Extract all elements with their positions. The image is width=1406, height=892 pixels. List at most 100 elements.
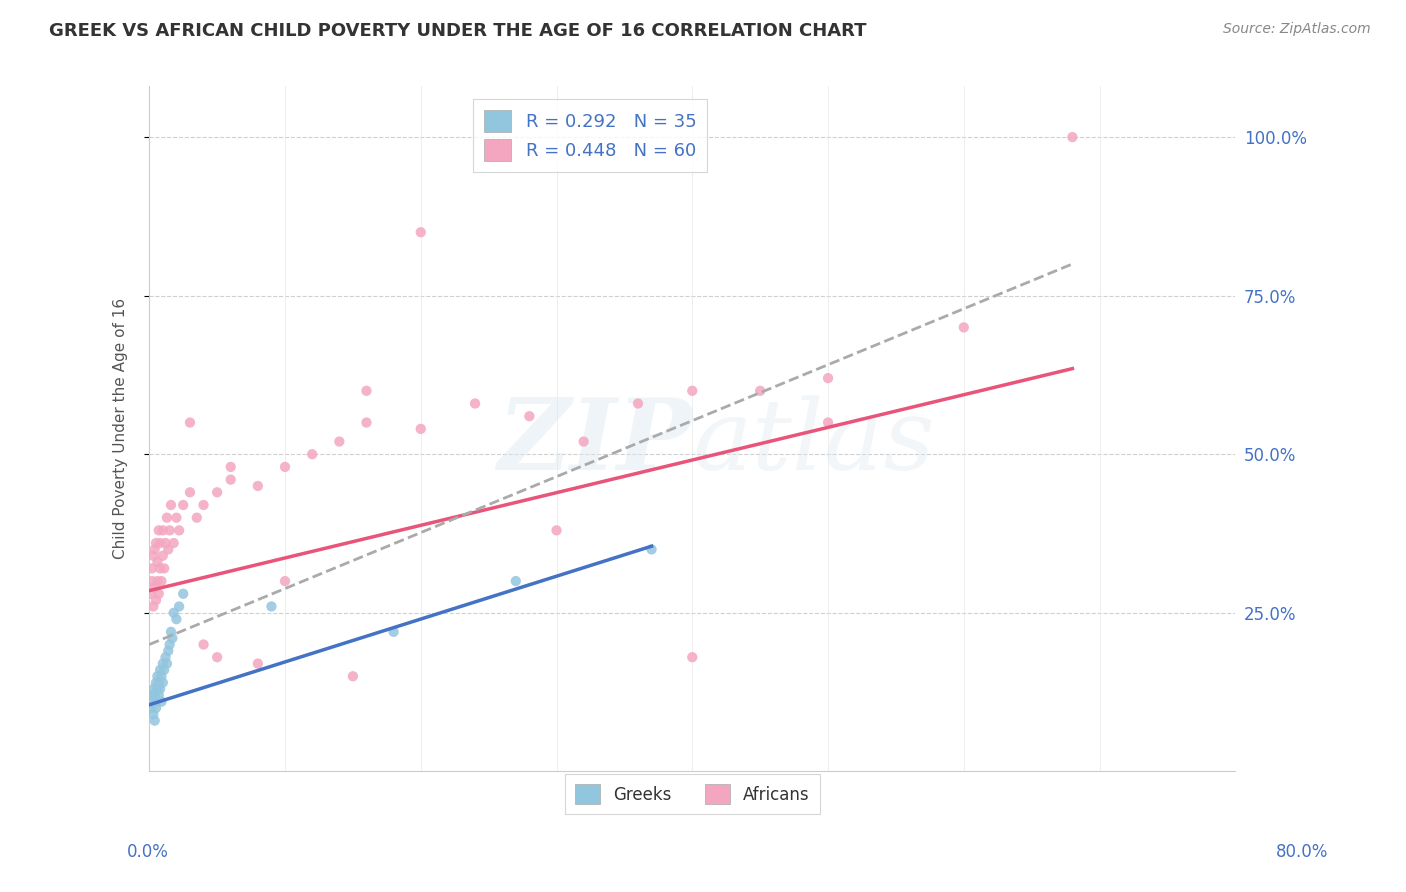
Point	[464, 396, 486, 410]
Point	[141, 695, 163, 709]
Point	[640, 542, 662, 557]
Point	[301, 447, 323, 461]
Point	[156, 657, 179, 671]
Text: Source: ZipAtlas.com: Source: ZipAtlas.com	[1223, 22, 1371, 37]
Point	[148, 524, 170, 538]
Point	[149, 536, 172, 550]
Point	[143, 688, 166, 702]
Point	[356, 416, 378, 430]
Point	[817, 371, 839, 385]
Point	[149, 681, 172, 696]
Point	[162, 631, 184, 645]
Point	[205, 650, 228, 665]
Point	[146, 681, 169, 696]
Point	[150, 669, 173, 683]
Point	[146, 669, 169, 683]
Point	[546, 524, 568, 538]
Point	[274, 574, 297, 588]
Point	[193, 638, 215, 652]
Point	[219, 459, 242, 474]
Point	[145, 675, 167, 690]
Point	[165, 612, 187, 626]
Point	[160, 624, 183, 639]
Text: ZIP: ZIP	[498, 394, 692, 491]
Point	[246, 479, 269, 493]
Point	[193, 498, 215, 512]
Point	[186, 510, 208, 524]
Point	[142, 707, 165, 722]
Point	[152, 657, 174, 671]
Point	[160, 498, 183, 512]
Point	[205, 485, 228, 500]
Point	[149, 663, 172, 677]
Point	[409, 225, 432, 239]
Point	[148, 675, 170, 690]
Point	[342, 669, 364, 683]
Point	[519, 409, 541, 424]
Point	[148, 587, 170, 601]
Point	[146, 555, 169, 569]
Point	[172, 498, 194, 512]
Point	[681, 384, 703, 398]
Point	[146, 574, 169, 588]
Point	[246, 657, 269, 671]
Point	[952, 320, 974, 334]
Point	[143, 542, 166, 557]
Point	[179, 416, 201, 430]
Point	[150, 574, 173, 588]
Point	[749, 384, 772, 398]
Point	[681, 650, 703, 665]
Point	[152, 524, 174, 538]
Point	[159, 524, 181, 538]
Point	[159, 638, 181, 652]
Point	[505, 574, 527, 588]
Point	[163, 536, 186, 550]
Point	[156, 510, 179, 524]
Point	[165, 510, 187, 524]
Point	[145, 536, 167, 550]
Point	[382, 624, 405, 639]
Point	[142, 549, 165, 563]
Point	[149, 561, 172, 575]
Point	[157, 644, 180, 658]
Point	[167, 524, 190, 538]
Point	[143, 714, 166, 728]
Point	[145, 695, 167, 709]
Point	[328, 434, 350, 449]
Point	[155, 536, 177, 550]
Point	[163, 606, 186, 620]
Point	[145, 593, 167, 607]
Point	[572, 434, 595, 449]
Point	[150, 695, 173, 709]
Point	[153, 663, 176, 677]
Point	[143, 581, 166, 595]
Point	[148, 688, 170, 702]
Point	[139, 701, 162, 715]
Point	[142, 681, 165, 696]
Point	[145, 701, 167, 715]
Text: GREEK VS AFRICAN CHILD POVERTY UNDER THE AGE OF 16 CORRELATION CHART: GREEK VS AFRICAN CHILD POVERTY UNDER THE…	[49, 22, 866, 40]
Point	[1062, 130, 1084, 145]
Point	[356, 384, 378, 398]
Point	[274, 459, 297, 474]
Point	[172, 587, 194, 601]
Point	[152, 675, 174, 690]
Text: 0.0%: 0.0%	[127, 843, 169, 861]
Point	[179, 485, 201, 500]
Legend: Greeks, Africans: Greeks, Africans	[565, 774, 820, 814]
Text: 80.0%: 80.0%	[1277, 843, 1329, 861]
Point	[157, 542, 180, 557]
Point	[155, 650, 177, 665]
Point	[219, 473, 242, 487]
Point	[153, 561, 176, 575]
Point	[142, 599, 165, 614]
Y-axis label: Child Poverty Under the Age of 16: Child Poverty Under the Age of 16	[114, 298, 128, 559]
Point	[409, 422, 432, 436]
Point	[167, 599, 190, 614]
Point	[260, 599, 283, 614]
Text: atlas: atlas	[692, 395, 935, 491]
Point	[141, 574, 163, 588]
Point	[152, 549, 174, 563]
Point	[141, 561, 163, 575]
Point	[817, 416, 839, 430]
